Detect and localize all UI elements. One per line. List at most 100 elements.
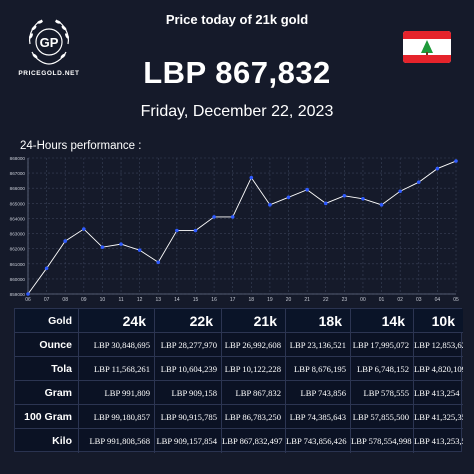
price-cell: LBP 413,253,570: [414, 436, 463, 446]
row-label: 100 Gram: [15, 405, 79, 429]
table-corner: Gold: [15, 309, 79, 333]
data-point: [268, 203, 272, 207]
price-cell: LBP 10,122,228: [222, 357, 286, 381]
x-tick-label: 00: [360, 297, 366, 303]
price-cell: LBP 41,325,357: [414, 405, 463, 429]
price-cell: LBP 578,554,998: [351, 429, 414, 453]
row-label: Ounce: [15, 333, 79, 357]
lebanon-flag-icon: [403, 31, 451, 63]
column-header: 22k: [155, 309, 222, 333]
x-tick-label: 02: [397, 297, 403, 303]
y-tick-label: 861000: [10, 262, 26, 267]
x-tick-label: 13: [155, 297, 161, 303]
data-point: [398, 189, 402, 194]
series-line: [27, 160, 457, 295]
performance-chart: 859000 860000 861000 862000 863000 864000 8650…: [10, 156, 459, 303]
x-tick-label: 09: [81, 297, 87, 303]
table-row: Gram LBP 991,809 LBP 909,158 LBP 867,832…: [15, 381, 463, 405]
price-cell: LBP 413,254: [414, 381, 463, 405]
x-tick-label: 20: [286, 297, 292, 303]
data-point: [193, 228, 198, 233]
data-point: [175, 228, 179, 233]
price-cell: LBP 99,180,857: [79, 405, 155, 429]
y-tick-label: 868000: [10, 156, 26, 161]
price-cell: LBP 28,277,970: [155, 333, 222, 357]
price-cell: LBP 74,385,643: [286, 405, 351, 429]
x-tick-label: 12: [137, 297, 143, 303]
x-tick-label: 11: [118, 297, 123, 303]
y-tick-label: 862000: [10, 247, 26, 252]
column-header: 10k: [414, 309, 463, 333]
price-cell: LBP 909,158: [155, 381, 222, 405]
price-cell: LBP 86,783,250: [222, 405, 286, 429]
y-tick-label: 864000: [10, 216, 26, 221]
data-point: [137, 248, 142, 252]
price-cell: LBP 867,832: [222, 381, 286, 405]
price-cell: LBP 4,820,109: [414, 357, 463, 381]
x-tick-label: 23: [342, 297, 348, 303]
x-tick-label: 01: [379, 297, 385, 303]
y-tick-label: 859000: [10, 292, 26, 297]
row-label: Kilo: [15, 429, 79, 453]
price-cell: LBP 991,809: [79, 381, 155, 405]
data-point: [212, 215, 216, 219]
data-point: [156, 260, 161, 265]
x-tick-label: 16: [211, 297, 217, 303]
price-cell: LBP 23,136,521: [286, 333, 351, 357]
x-tick-label: 15: [193, 297, 199, 303]
price-cell: LBP 10,604,239: [155, 357, 222, 381]
price-cell: LBP 867,832,497: [222, 429, 286, 453]
price-cell: LBP 6,748,152: [351, 357, 414, 381]
data-point: [379, 203, 384, 207]
y-tick-label: 860000: [10, 277, 26, 282]
x-tick-label: 05: [453, 297, 459, 303]
data-point: [119, 242, 123, 246]
data-point: [361, 197, 365, 201]
price-cell: LBP 11,568,261: [79, 357, 155, 381]
x-tick-label: 08: [62, 297, 68, 303]
price-table: Gold 24k 22k 21k 18k 14k 10k Ounce LBP 3…: [14, 308, 463, 453]
brand-logo[interactable]: GP PRICEGOLD.NET: [18, 14, 80, 80]
x-tick-label: 17: [230, 297, 236, 303]
row-label: Tola: [15, 357, 79, 381]
price-cell: LBP 743,856: [286, 381, 351, 405]
data-point: [305, 187, 309, 192]
price-cell: LBP 26,992,608: [222, 333, 286, 357]
price-cell: LBP 12,853,623: [414, 333, 463, 357]
x-tick-label: 10: [100, 297, 106, 303]
data-point: [416, 180, 421, 184]
data-point: [230, 215, 235, 219]
column-header: 24k: [79, 309, 155, 333]
data-point: [249, 175, 254, 180]
x-tick-label: 06: [25, 297, 31, 303]
data-point: [435, 166, 440, 171]
x-tick-label: 22: [323, 297, 329, 303]
chart-label: 24-Hours performance :: [20, 140, 142, 152]
x-tick-label: 19: [267, 297, 273, 303]
x-tick-label: 04: [435, 297, 441, 303]
data-point: [454, 159, 458, 163]
logo-letters: GP: [40, 35, 59, 50]
table-header-row: Gold 24k 22k 21k 18k 14k 10k: [15, 309, 463, 333]
column-header: 18k: [286, 309, 351, 333]
column-header: 14k: [351, 309, 414, 333]
data-point: [63, 239, 68, 243]
y-tick-label: 866000: [10, 186, 26, 191]
x-tick-label: 18: [249, 297, 255, 303]
data-point: [44, 266, 49, 271]
data-point: [26, 292, 30, 296]
row-label: Gram: [15, 381, 79, 405]
x-tick-label: 21: [304, 297, 310, 303]
y-tick-label: 865000: [10, 201, 26, 206]
data-point: [286, 195, 291, 200]
data-point: [323, 201, 328, 206]
y-tick-label: 863000: [10, 232, 26, 237]
brand-name: PRICEGOLD.NET: [18, 70, 80, 77]
table-row: Ounce LBP 30,848,695 LBP 28,277,970 LBP …: [15, 333, 463, 357]
data-point: [342, 193, 347, 198]
table-row: 100 Gram LBP 99,180,857 LBP 90,915,785 L…: [15, 405, 463, 429]
cedar-icon: [421, 40, 433, 55]
x-tick-label: 07: [44, 297, 50, 303]
x-tick-label: 14: [174, 297, 180, 303]
price-cell: LBP 30,848,695: [79, 333, 155, 357]
